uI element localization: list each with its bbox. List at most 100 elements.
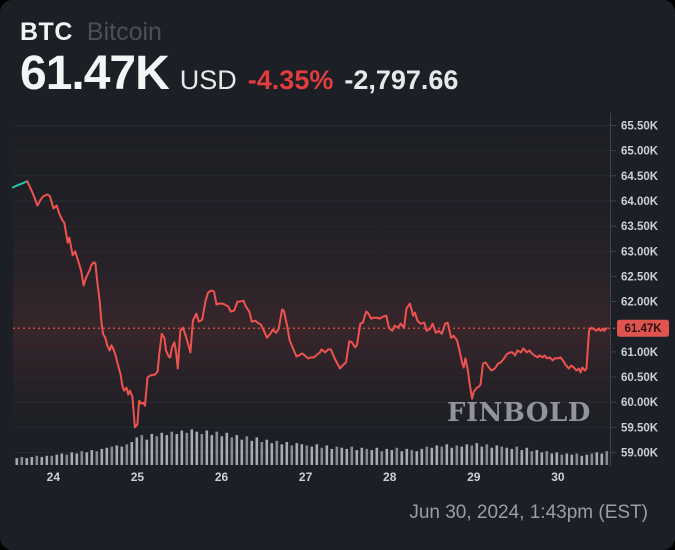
volume-bar	[300, 444, 304, 465]
volume-bar	[175, 433, 179, 465]
volume-bar	[475, 443, 479, 465]
current-price-tag-label: 61.47K	[624, 323, 662, 335]
y-tick-label: 59.00K	[621, 448, 659, 460]
volume-bar	[520, 450, 524, 465]
y-tick-label: 61.00K	[621, 347, 659, 359]
volume-bar	[535, 450, 539, 465]
volume-bar	[230, 437, 234, 465]
ticker-symbol: BTC	[20, 18, 73, 46]
volume-bar	[365, 448, 369, 465]
volume-bar	[425, 446, 429, 465]
volume-bar	[70, 452, 74, 465]
volume-bar	[290, 445, 294, 465]
volume-bar	[260, 442, 264, 465]
volume-bar	[420, 448, 424, 465]
volume-bar	[605, 451, 609, 465]
volume-bar	[430, 447, 434, 465]
volume-bar	[500, 446, 504, 465]
volume-bar	[150, 433, 154, 465]
volume-bar	[165, 435, 169, 465]
volume-bar	[525, 447, 529, 465]
volume-bar	[375, 447, 379, 465]
y-tick-label: 65.50K	[621, 121, 659, 133]
volume-bar	[60, 453, 64, 465]
volume-bar	[555, 452, 559, 465]
chart-header: BTC Bitcoin 61.47K USD -4.35% -2,797.66	[20, 18, 458, 99]
volume-bar	[30, 456, 34, 465]
volume-bar	[590, 453, 594, 465]
volume-bar	[245, 436, 249, 465]
volume-bar	[170, 431, 174, 465]
volume-bar	[400, 451, 404, 465]
volume-bar	[305, 445, 309, 465]
volume-bar	[250, 440, 254, 465]
volume-bar	[125, 444, 129, 465]
volume-bar	[315, 444, 319, 465]
volume-bar	[385, 448, 389, 465]
x-tick-label: 30	[551, 470, 565, 484]
volume-bar	[80, 451, 84, 465]
volume-bar	[310, 446, 314, 465]
volume-bar	[75, 453, 79, 465]
volume-bar	[450, 447, 454, 465]
volume-bar	[160, 432, 164, 465]
y-tick-label: 62.50K	[621, 271, 659, 283]
volume-bar	[530, 451, 534, 465]
y-tick-label: 65.00K	[621, 146, 659, 158]
volume-bar	[85, 452, 89, 465]
volume-bar	[110, 446, 114, 465]
y-tick-label: 60.00K	[621, 397, 659, 409]
volume-bar	[470, 445, 474, 465]
volume-bar	[480, 446, 484, 465]
volume-bar	[155, 436, 159, 465]
volume-bar	[115, 445, 119, 465]
coin-name: Bitcoin	[86, 18, 162, 46]
volume-bar	[545, 451, 549, 465]
volume-bar	[270, 443, 274, 465]
volume-bar	[485, 444, 489, 465]
volume-bar	[565, 453, 569, 465]
volume-bar	[460, 446, 464, 465]
volume-bar	[20, 456, 24, 465]
volume-bar	[360, 447, 364, 465]
volume-bar	[575, 453, 579, 465]
volume-bar	[405, 448, 409, 465]
volume-bar	[510, 448, 514, 465]
volume-bar	[350, 446, 354, 465]
volume-bar	[215, 431, 219, 465]
volume-bar	[235, 435, 239, 465]
volume-bar	[185, 432, 189, 465]
x-tick-label: 24	[47, 470, 61, 484]
volume-bar	[505, 447, 509, 465]
volume-bar	[145, 439, 149, 465]
volume-bar	[190, 429, 194, 465]
x-tick-label: 25	[131, 470, 145, 484]
volume-bar	[50, 455, 54, 465]
volume-bar	[205, 430, 209, 465]
volume-bar	[580, 455, 584, 465]
volume-bar	[560, 454, 564, 465]
volume-bar	[320, 447, 324, 465]
volume-bar	[490, 447, 494, 465]
volume-bar	[415, 451, 419, 465]
volume-bar	[45, 455, 49, 465]
volume-bar	[455, 445, 459, 465]
price-line-open-segment	[12, 180, 29, 189]
volume-bar	[140, 435, 144, 465]
volume-bar	[330, 448, 334, 465]
price-line	[26, 180, 608, 429]
volume-bar	[100, 448, 104, 465]
timestamp: Jun 30, 2024, 1:43pm (EST)	[409, 502, 648, 523]
y-tick-label: 63.00K	[621, 246, 659, 258]
x-tick-label: 27	[299, 470, 313, 484]
volume-bar	[90, 450, 94, 465]
volume-bar	[445, 444, 449, 465]
volume-bar	[390, 450, 394, 465]
volume-bar	[180, 430, 184, 465]
volume-bar	[210, 435, 214, 465]
volume-bar	[25, 458, 29, 465]
volume-bar	[195, 431, 199, 465]
volume-bar	[540, 452, 544, 465]
